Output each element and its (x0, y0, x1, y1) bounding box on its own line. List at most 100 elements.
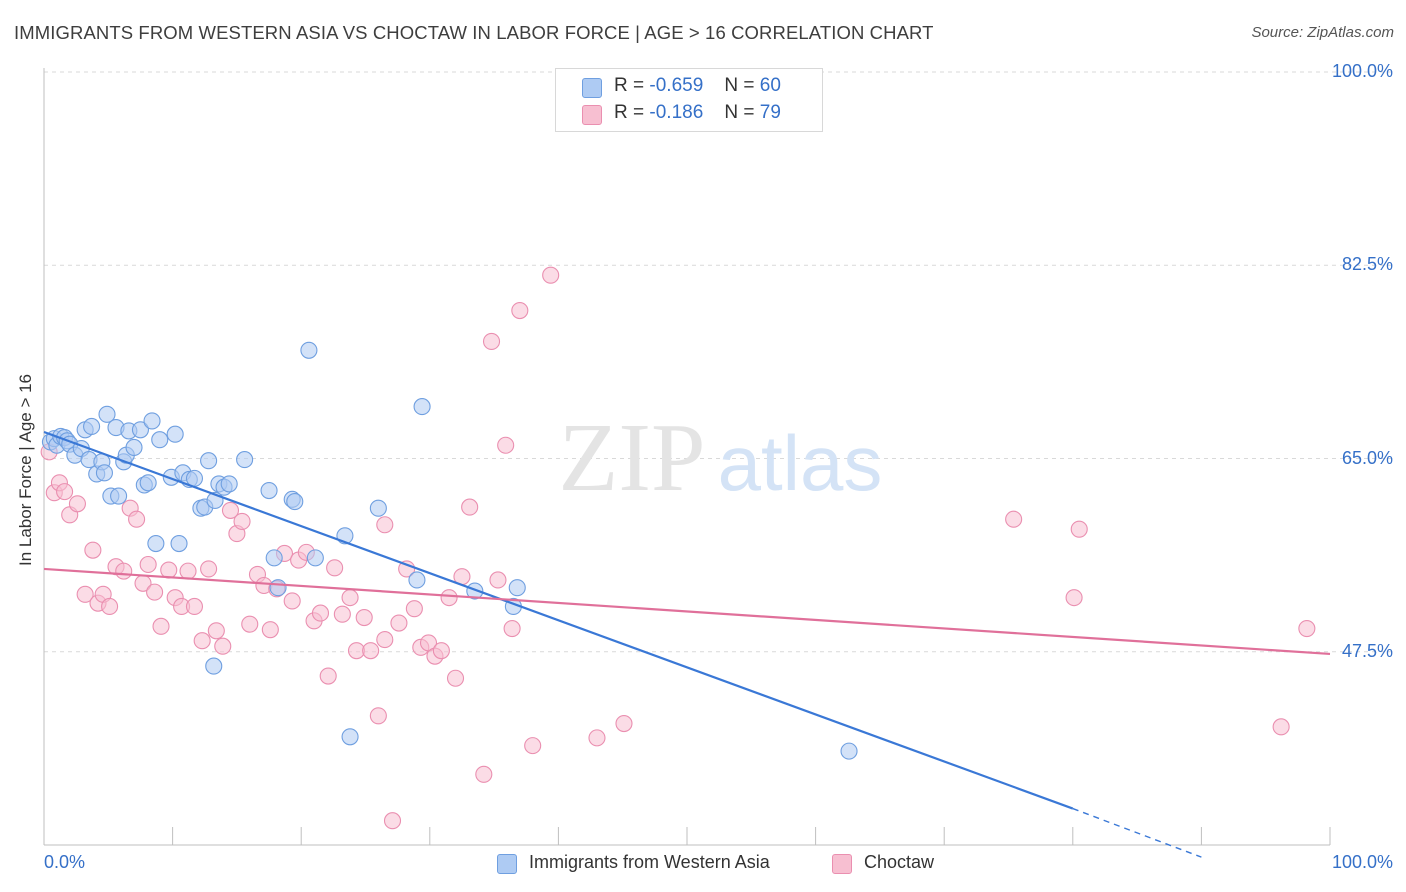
x-tick-label-max: 100.0% (1331, 852, 1393, 872)
legend-swatch-pink (832, 854, 852, 874)
correlation-legend: R = -0.659 N = 60 R = -0.186 N = 79 (555, 68, 823, 132)
choctaw-point (311, 604, 330, 622)
western-asia-point (98, 405, 116, 423)
choctaw-point (511, 301, 529, 320)
legend-n-label: N = (724, 102, 755, 123)
chart-title: IMMIGRANTS FROM WESTERN ASIA VS CHOCTAW … (14, 22, 934, 43)
legend-r-value: -0.186 (649, 102, 704, 123)
western-asia-point (265, 549, 283, 567)
legend-r-label: R = (614, 102, 645, 123)
choctaw-point (615, 714, 633, 733)
western-asia-point (260, 481, 278, 500)
western-asia-point (306, 549, 324, 567)
choctaw-point (76, 585, 94, 603)
western-asia-point (131, 421, 149, 439)
choctaw-point (482, 332, 501, 350)
choctaw-point (503, 620, 521, 638)
x-tick-label-min: 0.0% (44, 852, 86, 872)
western-asia-point (341, 728, 359, 746)
choctaw-point (128, 510, 146, 528)
y-tick-label: 65.0% (1341, 447, 1393, 468)
choctaw-point (1005, 510, 1023, 528)
y-axis-label: In Labor Force | Age > 16 (16, 373, 35, 566)
choctaw-point (241, 615, 259, 633)
western-asia-point (300, 341, 318, 359)
choctaw-point (355, 608, 373, 627)
legend-n-label: N = (724, 75, 755, 96)
choctaw-point (1065, 589, 1083, 607)
trend-lines (43, 430, 1331, 858)
choctaw-point (115, 562, 133, 580)
legend-n-value: 60 (759, 75, 781, 96)
western-asia-point (466, 582, 484, 600)
choctaw-point (207, 622, 225, 640)
trend-line-western-asia (43, 430, 1074, 810)
choctaw-point (221, 501, 240, 519)
choctaw-point (1298, 620, 1316, 638)
western-asia-point (125, 438, 143, 457)
choctaw-point (261, 621, 279, 639)
choctaw-point (362, 642, 380, 660)
western-asia-point (166, 425, 184, 443)
choctaw-point (200, 560, 218, 578)
western-asia-point (269, 579, 287, 597)
choctaw-point (432, 642, 450, 660)
western-asia-point (95, 464, 113, 482)
choctaw-point (160, 561, 178, 579)
western-asia-point (83, 417, 101, 436)
western-asia-point (508, 579, 526, 597)
legend-label-western-asia: Immigrants from Western Asia (529, 852, 770, 872)
choctaw-point (146, 583, 164, 601)
choctaw-point (398, 560, 416, 578)
choctaw-point (214, 637, 232, 655)
choctaw-point (1070, 520, 1088, 538)
choctaw-point (383, 812, 402, 830)
choctaw-point (179, 562, 197, 580)
choctaw-point (283, 592, 301, 610)
legend-label-choctaw: Choctaw (864, 852, 935, 872)
choctaw-point (341, 589, 359, 607)
western-asia-point (139, 474, 157, 492)
legend-swatch-blue (497, 854, 517, 874)
choctaw-point (446, 669, 465, 687)
grid-lines (44, 71, 1392, 653)
choctaw-point (101, 597, 119, 616)
y-tick-label: 100.0% (1331, 61, 1393, 81)
legend-swatch-pink (582, 105, 602, 125)
choctaw-point (588, 729, 606, 747)
legend-r-label: R = (614, 75, 645, 96)
choctaw-point (185, 597, 204, 616)
watermark-zip: ZIP (559, 404, 706, 512)
western-asia-point (110, 487, 128, 505)
y-tick-label: 47.5% (1341, 640, 1393, 661)
choctaw-point (326, 559, 344, 577)
choctaw-point (390, 614, 408, 632)
choctaw-point (68, 495, 86, 513)
series-western-asia-points (41, 341, 858, 760)
choctaw-point (84, 541, 102, 559)
legend-n-value: 79 (759, 102, 781, 123)
choctaw-point (193, 632, 211, 650)
choctaw-point (405, 600, 423, 618)
western-asia-point (170, 534, 188, 553)
choctaw-point (56, 483, 74, 501)
choctaw-point (369, 707, 387, 725)
legend-swatch-blue (582, 78, 602, 98)
western-asia-point (200, 452, 218, 470)
choctaw-point (233, 512, 251, 530)
choctaw-point (461, 498, 479, 516)
choctaw-point (542, 266, 560, 284)
western-asia-point (408, 571, 426, 589)
western-asia-point (151, 431, 169, 449)
choctaw-point (475, 765, 493, 783)
western-asia-point (205, 657, 223, 675)
choctaw-point (524, 737, 542, 755)
choctaw-point (376, 516, 394, 534)
choctaw-point (319, 667, 337, 685)
western-asia-point (369, 499, 387, 517)
choctaw-point (489, 571, 507, 589)
y-tick-label: 82.5% (1341, 254, 1393, 275)
choctaw-point (139, 555, 157, 574)
choctaw-point (440, 589, 458, 607)
